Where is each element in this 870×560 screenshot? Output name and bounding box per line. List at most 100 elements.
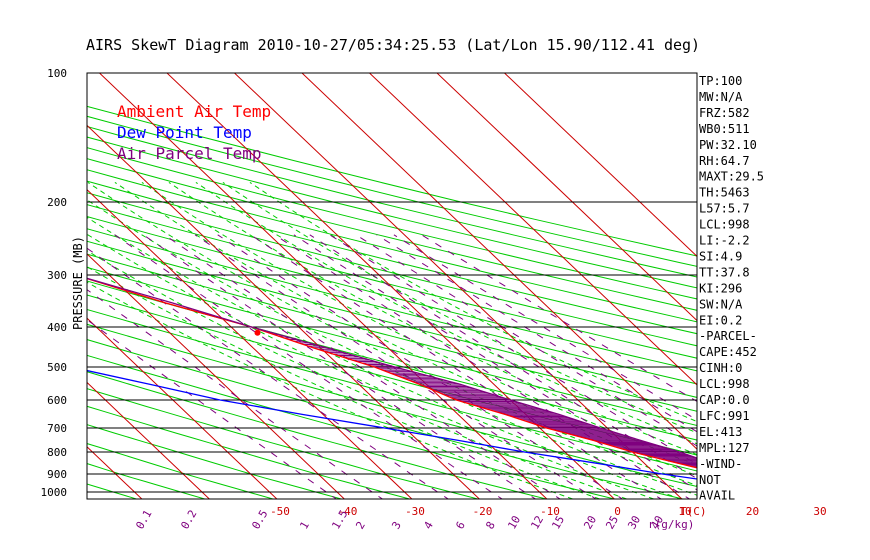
moist-adiabat [141,181,697,466]
pressure-tick-label: 600 [47,394,67,407]
index-label: PW:32.10 [699,138,757,152]
dry-adiabat [87,136,697,289]
isotherm [436,73,697,322]
mixing-ratio-unit-label: r(g/kg) [648,518,694,531]
moist-adiabat [87,199,697,496]
bottom-tick-label: -50 [270,505,290,518]
dry-adiabat [87,115,697,267]
index-label: TT:37.8 [699,265,750,279]
mixing-ratio-line [393,234,697,421]
bottom-tick-label: 0 [614,505,621,518]
mixing-ratio-tick-label: 8 [483,519,498,531]
index-label: WB0:511 [699,122,750,136]
mixing-ratio-tick-label: 20 [581,514,599,532]
index-label: LCL:998 [699,377,750,391]
mixing-ratio-line [274,234,691,499]
y-axis-label: PRESSURE (MB) [71,236,85,330]
dry-adiabat [87,405,412,499]
mixing-ratio-tick-label: 0.2 [178,508,199,532]
series-line [87,277,697,469]
dry-adiabat [87,424,344,499]
index-label: -WIND- [699,457,742,471]
index-label: FRZ:582 [699,106,750,120]
bottom-axis: -50 -40 -30 -20 -10 0 10 20 30 T(C) [270,505,827,518]
bottom-tick-label: -20 [473,505,493,518]
index-label: LI:-2.2 [699,234,750,248]
mixing-ratio-tick-label: 3 [389,519,404,531]
mixing-ratio-tick-label: 0.5 [249,508,270,532]
legend: Ambient Air Temp Dew Point Temp Air Parc… [117,102,271,163]
dry-adiabat [87,147,697,300]
dry-adiabat [87,158,697,311]
bottom-tick-label: -30 [405,505,425,518]
series-line [87,369,697,480]
mixing-ratio-line [87,247,450,499]
dry-adiabat [87,105,697,257]
dry-adiabat [87,308,697,472]
dry-adiabat [87,180,697,335]
isotherms [87,73,697,499]
mixing-ratio-line [421,234,697,403]
index-label: CAPE:452 [699,345,757,359]
profiles [87,277,697,480]
index-label: CINH:0 [699,361,742,375]
mixing-ratio-tick-label: 30 [625,514,643,532]
index-label: LCL:998 [699,218,750,232]
index-label: SW:N/A [699,297,743,311]
bottom-tick-label: -10 [540,505,560,518]
index-label: -PARCEL- [699,329,757,343]
mixing-ratio-tick-label: 40 [648,514,666,532]
stability-indices: TP:100 MW:N/A FRZ:582 WB0:511 PW:32.10 RH:64.… [699,74,764,503]
dry-adiabat [87,339,686,499]
isotherm [503,73,697,258]
bottom-tick-label: 20 [746,505,759,518]
dry-adiabat [87,266,697,426]
moist-adiabat [249,181,697,423]
series-line [87,277,697,459]
dry-adiabat [87,126,697,278]
index-label: AVAIL [699,489,735,503]
cape-hatch [268,332,697,468]
equilibrium-level-marker [254,329,261,336]
mixing-ratio-tick-label: 1 [297,519,312,531]
mixing-ratio-tick-label: 6 [453,519,468,531]
bottom-tick-label: 10 [678,505,691,518]
mixing-ratio-tick-label: 10 [505,514,523,532]
mixing-ratio-line [87,319,338,499]
bottom-unit-label: T(C) [680,505,707,518]
pressure-tick-label: 1000 [41,486,68,499]
moist-adiabat [222,181,697,434]
mixing-ratio-line [293,234,697,491]
isotherm [87,253,346,499]
index-label: CAP:0.0 [699,393,750,407]
isotherm [87,381,211,499]
index-label: MAXT:29.5 [699,170,764,184]
dry-adiabat [87,280,697,441]
mixing-ratio-lines [87,234,697,499]
index-label: LFC:991 [699,409,750,423]
index-label: L57:5.7 [699,202,750,216]
dry-adiabat [87,216,697,372]
mixing-ratio-tick-label: 25 [603,514,621,532]
dry-adiabat [87,240,697,398]
dry-adiabat [87,204,697,359]
dry-adiabat [87,192,697,347]
isotherm [233,73,683,499]
index-label: EI:0.2 [699,313,742,327]
pressure-tick-label: 700 [47,422,67,435]
pressure-tick-label: 100 [47,67,67,80]
moist-adiabat [87,216,683,499]
moist-adiabat [87,281,575,499]
dry-adiabat [87,354,617,499]
index-label: RH:64.7 [699,154,750,168]
pressure-tick-label: 900 [47,468,67,481]
moist-adiabat [195,181,697,445]
plot-area [87,73,697,499]
pressure-tick-label: 200 [47,196,67,209]
isotherm [87,188,413,499]
isotherm [301,73,697,450]
legend-ambient: Ambient Air Temp [117,102,271,121]
isotherm [87,317,278,499]
isotherm [87,124,481,499]
